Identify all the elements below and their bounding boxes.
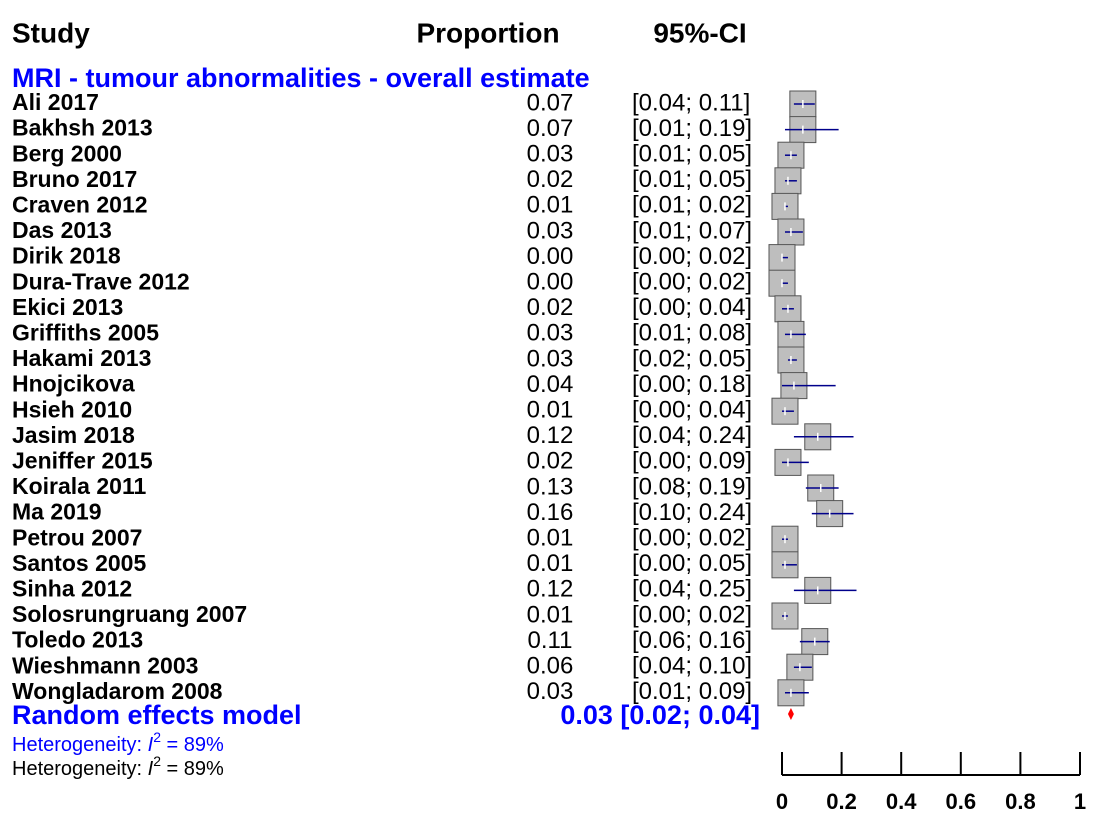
study-name: Toledo 2013 (12, 627, 143, 653)
proportion-label: 0.03 (527, 217, 574, 244)
study-name: Griffiths 2005 (12, 319, 159, 345)
proportion-label: 0.00 (527, 269, 574, 296)
het-symbol: I (148, 758, 154, 780)
study-name: Bruno 2017 (12, 166, 137, 192)
ci-label: [0.01; 0.08] (632, 320, 752, 347)
study-name: Craven 2012 (12, 191, 148, 217)
proportion-label: 0.01 (527, 601, 574, 628)
ci-label: [0.01; 0.05] (632, 141, 752, 168)
proportion-label: 0.03 (527, 320, 574, 347)
proportion-label: 0.00 (527, 243, 574, 270)
study-name: Ali 2017 (12, 89, 99, 115)
ci-label: [0.08; 0.19] (632, 473, 752, 500)
proportion-label: 0.01 (527, 550, 574, 577)
ci-label: [0.04; 0.10] (632, 653, 752, 680)
study-name: Santos 2005 (12, 550, 146, 576)
proportion-label: 0.03 (527, 678, 574, 705)
proportion-label: 0.01 (527, 192, 574, 219)
proportion-label: 0.07 (527, 89, 574, 116)
ci-label: [0.00; 0.02] (632, 525, 752, 552)
het-prefix: Heterogeneity: (12, 734, 148, 756)
ci-label: [0.02; 0.05] (632, 345, 752, 372)
ci-label: [0.01; 0.07] (632, 217, 752, 244)
study-name: Hnojcikova (12, 371, 135, 397)
ci-label: [0.01; 0.09] (632, 678, 752, 705)
het-value: = 89% (161, 758, 224, 780)
proportion-label: 0.06 (527, 653, 574, 680)
ci-label: [0.06; 0.16] (632, 627, 752, 654)
x-tick-label: 0.8 (1005, 789, 1036, 814)
ci-label: [0.10; 0.24] (632, 499, 752, 526)
x-tick-label: 0 (776, 789, 788, 814)
ci-label: [0.01; 0.02] (632, 192, 752, 219)
study-name: Wieshmann 2003 (12, 652, 198, 678)
header-ci: 95%-CI (653, 17, 746, 48)
ci-label: [0.00; 0.02] (632, 243, 752, 270)
pooled-label: 0.03 [0.02; 0.04] (560, 700, 760, 730)
study-name: Berg 2000 (12, 140, 122, 166)
ci-label: [0.01; 0.05] (632, 166, 752, 193)
het-symbol: I (148, 734, 154, 756)
study-name: Jeniffer 2015 (12, 447, 153, 473)
ci-label: [0.00; 0.02] (632, 601, 752, 628)
study-name: Ekici 2013 (12, 294, 123, 320)
proportion-label: 0.01 (527, 525, 574, 552)
proportion-label: 0.13 (527, 473, 574, 500)
het-value: = 89% (161, 734, 224, 756)
study-name: Dirik 2018 (12, 243, 121, 269)
study-name: Wongladarom 2008 (12, 678, 223, 704)
x-tick-label: 0.6 (946, 789, 977, 814)
study-name: Solosrungruang 2007 (12, 601, 247, 627)
het-prefix: Heterogeneity: (12, 758, 148, 780)
study-name: Hakami 2013 (12, 345, 151, 371)
proportion-label: 0.11 (528, 627, 573, 654)
ci-label: [0.00; 0.04] (632, 397, 752, 424)
subgroup-title: MRI - tumour abnormalities - overall est… (12, 63, 590, 93)
study-name: Bakhsh 2013 (12, 115, 153, 141)
study-name: Petrou 2007 (12, 524, 142, 550)
proportion-label: 0.12 (527, 576, 574, 603)
study-name: Das 2013 (12, 217, 112, 243)
proportion-label: 0.16 (527, 499, 574, 526)
study-name: Jasim 2018 (12, 422, 135, 448)
ci-label: [0.04; 0.24] (632, 422, 752, 449)
x-tick-label: 1 (1074, 789, 1086, 814)
header-proportion: Proportion (416, 17, 559, 48)
het-exponent: 2 (153, 729, 161, 745)
proportion-label: 0.04 (527, 371, 574, 398)
study-name: Hsieh 2010 (12, 396, 132, 422)
proportion-label: 0.03 (527, 141, 574, 168)
study-name: Koirala 2011 (12, 473, 146, 499)
ci-label: [0.00; 0.09] (632, 448, 752, 475)
study-name: Sinha 2012 (12, 575, 132, 601)
x-tick-label: 0.2 (826, 789, 857, 814)
pooled-diamond (787, 708, 794, 720)
ci-label: [0.00; 0.04] (632, 294, 752, 321)
ci-label: [0.00; 0.18] (632, 371, 752, 398)
ci-label: [0.00; 0.02] (632, 269, 752, 296)
study-name: Dura-Trave 2012 (12, 268, 190, 294)
proportion-label: 0.02 (527, 448, 574, 475)
proportion-label: 0.07 (527, 115, 574, 142)
heterogeneity-black: Heterogeneity: I2 = 89% (12, 753, 224, 781)
pooled-name: Random effects model (12, 700, 302, 730)
header-study: Study (12, 17, 90, 48)
het-exponent: 2 (153, 753, 161, 769)
proportion-label: 0.03 (527, 345, 574, 372)
proportion-label: 0.02 (527, 294, 574, 321)
x-tick-label: 0.4 (886, 789, 917, 814)
heterogeneity-blue: Heterogeneity: I2 = 89% (12, 729, 224, 757)
ci-label: [0.04; 0.25] (632, 576, 752, 603)
proportion-label: 0.12 (527, 422, 574, 449)
ci-label: [0.00; 0.05] (632, 550, 752, 577)
ci-label: [0.04; 0.11] (632, 89, 750, 116)
ci-label: [0.01; 0.19] (632, 115, 752, 142)
study-name: Ma 2019 (12, 499, 102, 525)
proportion-label: 0.01 (527, 397, 574, 424)
proportion-label: 0.02 (527, 166, 574, 193)
